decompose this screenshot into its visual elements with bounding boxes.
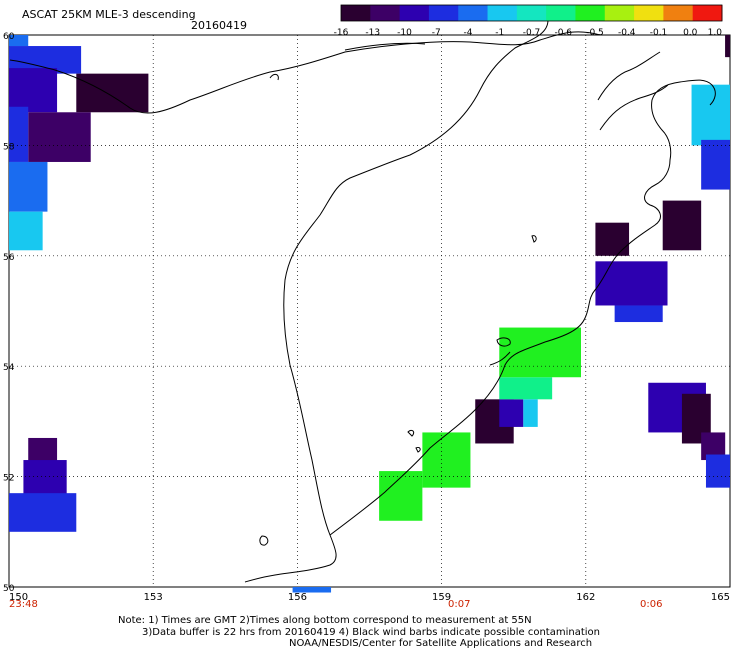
- colorbar-label: -0.5: [586, 28, 604, 38]
- colorbar-label: -4: [464, 28, 473, 38]
- colorbar-swatch: [634, 5, 664, 21]
- colorbar-label: 0.0: [683, 28, 698, 38]
- colorbar-label: -7: [432, 28, 441, 38]
- chart-title: ASCAT 25KM MLE-3 descending: [22, 8, 196, 21]
- wind-cell: [422, 432, 471, 488]
- wind-cell: [23, 460, 67, 499]
- coastline: [9, 19, 716, 583]
- longitude-tick-label: 159: [432, 592, 451, 603]
- colorbar-swatch: [487, 5, 518, 21]
- wind-data-cells: [9, 35, 730, 593]
- longitude-tick-label: 165: [711, 592, 730, 603]
- latitude-tick-label: 58: [3, 142, 15, 152]
- colorbar-label: -0.1: [650, 28, 668, 38]
- colorbar-label: 1.0: [708, 28, 723, 38]
- colorbar-label: -16: [334, 28, 349, 38]
- time-label-2: 0:07: [448, 599, 471, 610]
- wind-cell: [9, 211, 43, 251]
- colorbar-label: -10: [397, 28, 412, 38]
- wind-cell: [28, 112, 91, 162]
- colorbar-swatch: [604, 5, 635, 21]
- wind-cell: [499, 327, 581, 378]
- colorbar-label: -13: [365, 28, 380, 38]
- wind-cell: [9, 493, 77, 532]
- colorbar-label: -1: [495, 28, 504, 38]
- wind-cell: [379, 471, 423, 521]
- note-line-1: Note: 1) Times are GMT 2)Times along bot…: [118, 615, 532, 626]
- wind-cell: [523, 399, 538, 427]
- latitude-tick-label: 50: [3, 584, 15, 594]
- wind-cell: [725, 35, 730, 58]
- longitude-tick-label: 150: [9, 592, 28, 603]
- note-line-2: 3)Data buffer is 22 hrs from 20160419 4)…: [142, 627, 600, 638]
- wind-cell: [9, 106, 29, 162]
- colorbar-swatch: [428, 5, 459, 21]
- wind-cell: [595, 261, 668, 306]
- latitude-tick-label: 54: [3, 363, 15, 373]
- chart-date: 20160419: [191, 19, 247, 32]
- time-label-3: 0:06: [640, 599, 663, 610]
- colorbar-label: -0.6: [554, 28, 572, 38]
- wind-cell: [9, 68, 58, 113]
- colorbar-swatch: [341, 5, 371, 21]
- colorbar-label: -0.4: [618, 28, 636, 38]
- latitude-tick-label: 60: [3, 32, 15, 42]
- colorbar-swatch: [516, 5, 547, 21]
- note-line-3: NOAA/NESDIS/Center for Satellite Applica…: [289, 638, 593, 649]
- latitude-tick-label: 56: [3, 253, 15, 263]
- colorbar: -16 -13 -10 -7 -4 -1 -0.7 -0.6 -0.5 -0.4 -0.1 0.0 1.…: [334, 4, 723, 38]
- colorbar-swatch: [692, 5, 723, 21]
- colorbar-swatch: [370, 5, 401, 21]
- latitude-tick-label: 52: [3, 474, 14, 484]
- colorbar-swatch: [458, 5, 489, 21]
- colorbar-border: [340, 4, 723, 22]
- graticule: [9, 35, 730, 587]
- colorbar-swatch: [546, 5, 576, 21]
- longitude-tick-label: 156: [288, 592, 307, 603]
- colorbar-swatch: [663, 5, 694, 21]
- colorbar-label: -0.7: [523, 28, 541, 38]
- wind-cell: [701, 139, 730, 190]
- time-label-1: 23:48: [9, 599, 38, 610]
- wind-cell: [691, 84, 730, 146]
- longitude-tick-label: 162: [576, 592, 595, 603]
- wind-cell: [499, 377, 553, 400]
- wind-cell: [662, 200, 702, 251]
- wind-cell: [76, 73, 149, 113]
- colorbar-swatch: [399, 5, 430, 21]
- axis-labels: 150 153 156 159 162 165 60 58 56 54 52 50: [3, 32, 730, 603]
- colorbar-swatch: [575, 5, 606, 21]
- wind-cell: [9, 161, 48, 212]
- wind-cell: [614, 305, 663, 323]
- wind-cell: [499, 399, 524, 427]
- map-frame: [8, 34, 731, 588]
- wind-cell: [292, 587, 332, 593]
- longitude-tick-label: 153: [144, 592, 163, 603]
- wind-cell: [9, 35, 29, 47]
- wind-cell: [705, 454, 730, 488]
- wind-cell: [595, 222, 630, 256]
